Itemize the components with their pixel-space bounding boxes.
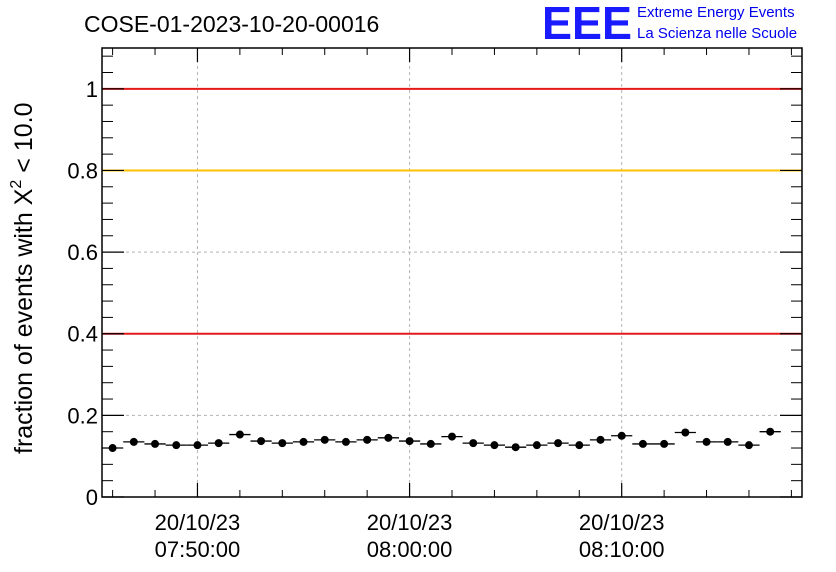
data-point-marker xyxy=(766,427,775,436)
data-point xyxy=(674,428,696,437)
x-tick-date-label: 20/10/23 xyxy=(367,510,453,535)
x-tick-time-label: 08:10:00 xyxy=(579,537,665,562)
chart-title: COSE-01-2023-10-20-00016 xyxy=(84,11,379,37)
data-point-marker xyxy=(638,439,647,448)
data-point-marker xyxy=(384,433,393,442)
x-tick-date-label: 20/10/23 xyxy=(155,510,241,535)
data-point xyxy=(695,437,718,446)
data-point-marker xyxy=(511,443,520,452)
axis-ticks xyxy=(102,48,802,498)
y-axis-label-suffix: < 10.0 xyxy=(10,103,38,180)
eee-logo: EEE Extreme Energy Events La Scienza nel… xyxy=(542,0,797,49)
reference-lines xyxy=(102,87,802,335)
y-axis-label: fraction of events with X2 < 10.0 xyxy=(8,103,38,454)
data-point xyxy=(568,441,590,450)
data-point-marker xyxy=(426,439,435,448)
y-tick-label: 0.8 xyxy=(67,158,98,183)
eee-logo-line1: Extreme Energy Events xyxy=(637,4,795,21)
y-tick-label: 1 xyxy=(86,77,98,102)
data-point xyxy=(144,439,166,448)
eee-logo-mark: EEE xyxy=(542,0,632,49)
data-point xyxy=(420,439,442,448)
data-series xyxy=(102,427,781,453)
y-axis-label-superscript: 2 xyxy=(8,180,25,189)
data-point xyxy=(717,437,739,446)
data-point xyxy=(462,439,484,448)
data-point-marker xyxy=(744,441,753,450)
data-point-marker xyxy=(257,437,266,446)
y-tick-label: 0.2 xyxy=(67,403,98,428)
data-point-marker xyxy=(172,441,181,450)
data-point xyxy=(208,439,230,448)
data-point-marker xyxy=(278,439,287,448)
data-point xyxy=(738,441,760,450)
y-tick-label: 0.6 xyxy=(67,240,98,265)
data-point-marker xyxy=(490,441,499,450)
y-tick-label: 0 xyxy=(86,485,98,510)
data-point xyxy=(250,437,272,446)
data-point-marker xyxy=(193,441,202,450)
plot-frame xyxy=(101,47,803,498)
data-point-marker xyxy=(405,437,414,446)
data-point xyxy=(356,435,378,444)
tick-labels: 00.20.40.60.8120/10/2307:50:0020/10/2308… xyxy=(67,77,664,562)
data-point-marker xyxy=(596,435,605,444)
eee-logo-line2: La Scienza nelle Scuole xyxy=(637,25,797,42)
x-tick-time-label: 07:50:00 xyxy=(155,537,241,562)
data-point xyxy=(759,427,781,436)
data-point-marker xyxy=(681,428,690,437)
data-point xyxy=(271,439,293,448)
data-point-marker xyxy=(299,437,308,446)
y-axis-label-prefix: fraction of events with xyxy=(10,205,38,454)
data-point-marker xyxy=(723,437,732,446)
data-point-marker xyxy=(214,439,223,448)
data-point xyxy=(335,437,357,446)
data-point-marker xyxy=(660,439,669,448)
data-point-marker xyxy=(320,435,329,444)
y-axis-label-chi-symbol: X xyxy=(10,188,38,205)
data-point-marker xyxy=(129,437,138,446)
data-point xyxy=(589,435,612,444)
data-point-marker xyxy=(532,441,541,450)
data-point xyxy=(186,441,209,450)
data-point xyxy=(526,441,548,450)
data-point-marker xyxy=(341,437,350,446)
data-point xyxy=(483,441,506,450)
data-point-marker xyxy=(617,431,626,440)
data-point xyxy=(441,432,463,441)
data-point-marker xyxy=(448,432,456,441)
data-point xyxy=(547,439,569,448)
data-point xyxy=(292,437,315,446)
data-point xyxy=(505,443,527,452)
data-point-marker xyxy=(363,435,372,444)
grid xyxy=(102,48,802,497)
data-point xyxy=(229,430,251,439)
data-point-marker xyxy=(702,437,711,446)
data-point xyxy=(632,439,654,448)
data-point-marker xyxy=(575,441,584,450)
data-point xyxy=(123,437,145,446)
y-tick-label: 0.4 xyxy=(67,322,98,347)
data-point xyxy=(314,435,336,444)
data-point xyxy=(653,439,675,448)
data-point xyxy=(165,441,187,450)
data-point-marker xyxy=(235,430,244,439)
data-point xyxy=(377,433,399,442)
data-point-marker xyxy=(151,439,160,448)
data-point xyxy=(611,431,633,440)
x-tick-date-label: 20/10/23 xyxy=(579,510,665,535)
data-point-marker xyxy=(554,439,563,448)
data-point-marker xyxy=(469,439,478,448)
x-tick-time-label: 08:00:00 xyxy=(367,537,453,562)
data-point xyxy=(398,437,421,446)
